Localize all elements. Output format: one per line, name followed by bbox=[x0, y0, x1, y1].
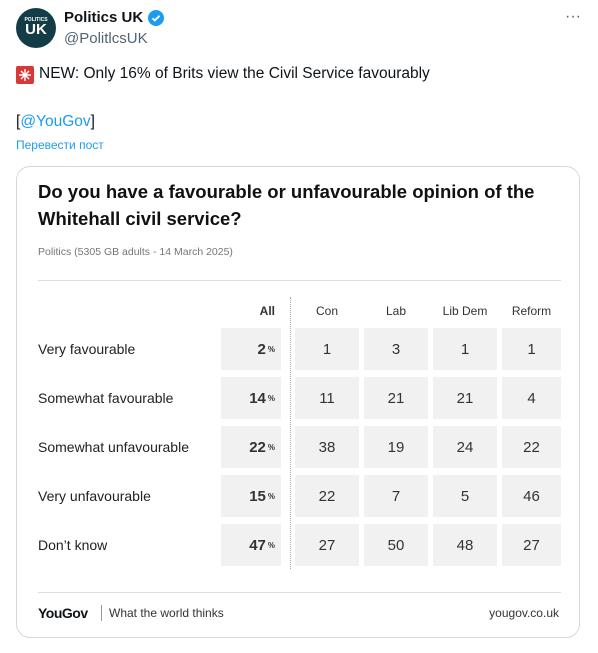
handle[interactable]: @PolitlcsUK bbox=[64, 30, 148, 47]
all-value: 15 bbox=[249, 487, 266, 505]
value-cell: 27 bbox=[502, 524, 561, 566]
all-cell: 47% bbox=[221, 524, 281, 566]
value-cell: 21 bbox=[364, 377, 428, 419]
value-cell: 50 bbox=[364, 524, 428, 566]
divider bbox=[38, 592, 561, 593]
row-label: Somewhat favourable bbox=[38, 390, 174, 406]
value-cell: 22 bbox=[295, 475, 359, 517]
bracket: ] bbox=[90, 113, 95, 130]
unit: % bbox=[267, 344, 275, 354]
translate-link[interactable]: Перевести пост bbox=[16, 138, 104, 152]
author[interactable]: Politics UK bbox=[64, 9, 144, 26]
verified-badge bbox=[148, 10, 164, 26]
value-cell: 11 bbox=[295, 377, 359, 419]
tagline: What the world thinks bbox=[109, 606, 224, 620]
all-cell: 15% bbox=[221, 475, 281, 517]
column-header: Reform bbox=[511, 304, 552, 318]
bracket: [ bbox=[16, 113, 21, 130]
value-cell: 22 bbox=[502, 426, 561, 468]
value-cell: 21 bbox=[433, 377, 497, 419]
divider bbox=[38, 280, 561, 281]
card-title: Do you have a favourable or unfavourable… bbox=[38, 181, 535, 202]
value-cell: 3 bbox=[364, 328, 428, 370]
value-cell: 27 bbox=[295, 524, 359, 566]
value-cell: 5 bbox=[433, 475, 497, 517]
all-value: 2 bbox=[257, 340, 266, 358]
all-value: 14 bbox=[249, 389, 266, 407]
column-header: Con bbox=[315, 304, 338, 318]
mention[interactable]: @YouGov bbox=[20, 113, 91, 130]
image-card[interactable]: Do you have a favourable or unfavourable… bbox=[16, 166, 580, 638]
column-divider bbox=[290, 297, 291, 569]
more-button[interactable]: ··· bbox=[565, 8, 581, 25]
row-label: Don’t know bbox=[38, 537, 108, 553]
column-header: Lib Dem bbox=[442, 304, 488, 318]
mention-line: [@YouGov] bbox=[16, 113, 95, 131]
siren-icon bbox=[16, 66, 34, 84]
value-cell: 1 bbox=[295, 328, 359, 370]
unit: % bbox=[267, 491, 275, 501]
all-value: 47 bbox=[249, 536, 266, 554]
subtitle: Politics (5305 GB adults - 14 March 2025… bbox=[38, 246, 233, 258]
value-cell: 4 bbox=[502, 377, 561, 419]
column-header: Lab bbox=[385, 304, 407, 318]
divider bbox=[101, 605, 102, 621]
value-cell: 46 bbox=[502, 475, 561, 517]
row-label: Very favourable bbox=[38, 341, 136, 357]
avatar-top: POLITICS bbox=[24, 17, 48, 23]
unit: % bbox=[267, 442, 275, 452]
value-cell: 19 bbox=[364, 426, 428, 468]
card-title: Whitehall civil service? bbox=[38, 208, 242, 229]
column-header: All bbox=[259, 304, 275, 318]
all-value: 22 bbox=[249, 438, 266, 456]
value-cell: 24 bbox=[433, 426, 497, 468]
avatar-main: UK bbox=[25, 21, 47, 38]
unit: % bbox=[267, 540, 275, 550]
all-cell: 14% bbox=[221, 377, 281, 419]
brand: YouGov bbox=[38, 605, 88, 621]
value-cell: 1 bbox=[502, 328, 561, 370]
tweet-text: NEW: Only 16% of Brits view the Civil Se… bbox=[39, 65, 430, 82]
row-label: Somewhat unfavourable bbox=[38, 439, 189, 455]
row-label: Very unfavourable bbox=[38, 488, 151, 504]
url: yougov.co.uk bbox=[489, 606, 559, 620]
value-cell: 48 bbox=[433, 524, 497, 566]
all-cell: 22% bbox=[221, 426, 281, 468]
unit: % bbox=[267, 393, 275, 403]
avatar[interactable]: POLITICS UK bbox=[16, 8, 56, 48]
value-cell: 38 bbox=[295, 426, 359, 468]
value-cell: 7 bbox=[364, 475, 428, 517]
value-cell: 1 bbox=[433, 328, 497, 370]
all-cell: 2% bbox=[221, 328, 281, 370]
